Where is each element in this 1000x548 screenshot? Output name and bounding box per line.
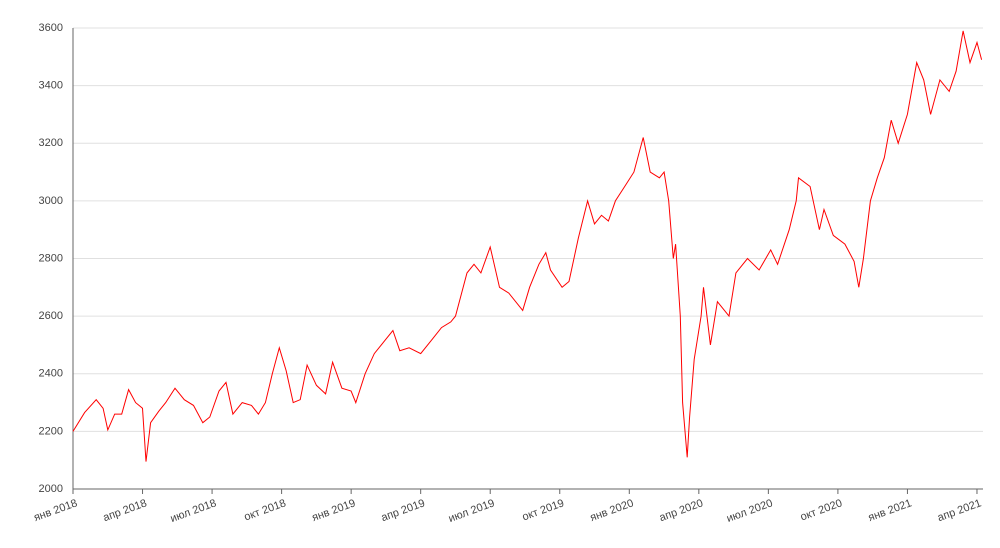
- x-tick-label: окт 2019: [521, 497, 566, 523]
- x-tick-label: окт 2018: [243, 497, 288, 523]
- y-tick-label: 2200: [39, 425, 63, 437]
- x-tick-label: янв 2020: [589, 497, 636, 524]
- y-tick-label: 3600: [39, 22, 63, 34]
- x-tick-label: янв 2018: [32, 497, 79, 524]
- x-tick-label: июл 2018: [169, 497, 218, 525]
- y-tick-label: 3000: [39, 195, 63, 207]
- x-tick-label: янв 2019: [310, 497, 357, 524]
- x-tick-label: апр 2021: [936, 497, 983, 524]
- x-tick-label: июл 2019: [447, 497, 496, 525]
- x-tick-label: апр 2020: [658, 497, 705, 524]
- x-tick-label: апр 2019: [380, 497, 427, 524]
- y-tick-label: 3200: [39, 137, 63, 149]
- y-tick-label: 2600: [39, 310, 63, 322]
- x-tick-label: июл 2020: [725, 497, 774, 525]
- y-tick-label: 3400: [39, 80, 63, 92]
- y-tick-label: 2800: [39, 252, 63, 264]
- x-tick-label: апр 2018: [101, 497, 148, 524]
- y-tick-label: 2000: [39, 483, 63, 495]
- x-tick-label: янв 2021: [867, 497, 914, 524]
- y-tick-label: 2400: [39, 368, 63, 380]
- x-tick-label: окт 2020: [799, 497, 844, 523]
- line-series: [72, 30, 983, 462]
